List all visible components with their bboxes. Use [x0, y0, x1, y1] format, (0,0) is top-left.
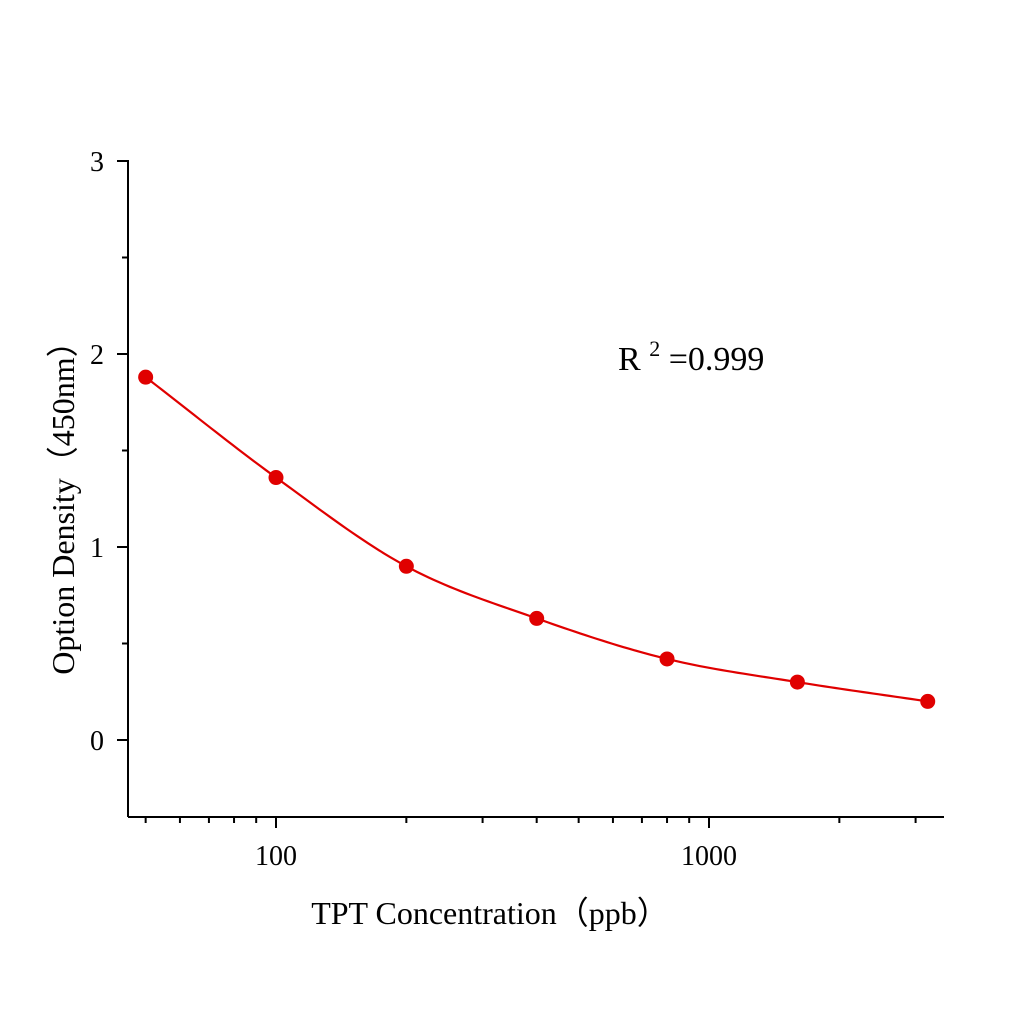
x-tick-label-100: 100 — [255, 841, 297, 872]
r-squared-annotation: R 2 =0.999 — [618, 327, 764, 378]
data-point — [529, 610, 545, 626]
data-point — [268, 470, 284, 486]
data-point — [138, 369, 154, 385]
fit-curve — [144, 376, 928, 703]
x-axis-label: TPT Concentration（ppb） — [311, 895, 669, 931]
y-ticks — [117, 160, 128, 741]
axes — [127, 160, 944, 818]
data-point — [398, 558, 414, 574]
y-tick-label-2: 2 — [90, 340, 104, 371]
r-squared-superscript: 2 — [649, 336, 660, 361]
y-tick-label-3: 3 — [90, 147, 104, 178]
y-tick-label-0: 0 — [90, 726, 104, 757]
x-tick-label-1000: 1000 — [681, 841, 737, 872]
x-ticks — [144, 817, 917, 828]
data-point — [920, 693, 936, 709]
data-points — [138, 369, 936, 709]
y-tick-label-1: 1 — [90, 533, 104, 564]
data-point — [659, 651, 675, 667]
r-squared-base: R — [618, 341, 641, 378]
y-axis-label: Option Density（450nm） — [45, 325, 81, 674]
data-point — [789, 674, 805, 690]
r-squared-value: =0.999 — [669, 341, 765, 378]
